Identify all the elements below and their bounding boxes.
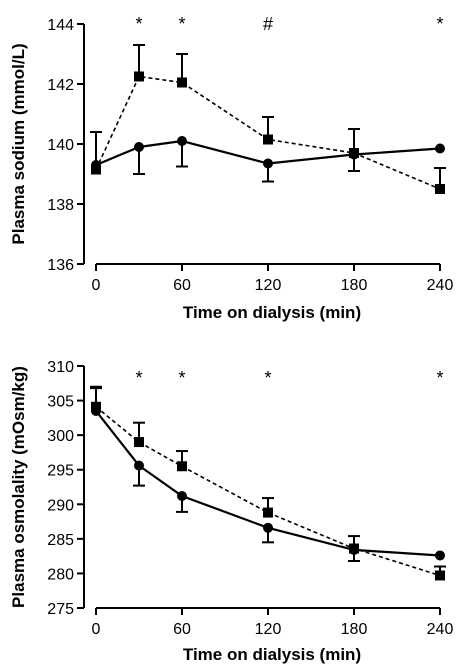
data-point-square — [91, 401, 101, 412]
x-tick-label: 120 — [255, 277, 282, 294]
x-axis-title: Time on dialysis (min) — [183, 303, 361, 322]
x-tick-label: 240 — [427, 621, 454, 638]
x-axis-title: Time on dialysis (min) — [183, 645, 361, 664]
y-tick-label: 275 — [47, 601, 74, 618]
data-point-circle — [134, 142, 144, 152]
y-tick-label: 144 — [47, 17, 74, 34]
data-point-square — [263, 134, 273, 145]
chart-panel-2: 275 280 285 290 295 300 305 310 0 60 120 180 240 Time… — [9, 359, 453, 664]
data-point-circle — [177, 136, 187, 146]
significance-marker: # — [263, 14, 273, 34]
y-tick-label: 290 — [47, 497, 74, 514]
data-point-circle — [435, 143, 445, 154]
series-square — [90, 385, 446, 581]
significance-marker: * — [135, 368, 142, 388]
y-tick-label: 300 — [47, 428, 74, 445]
y-tick-label: 280 — [47, 566, 74, 583]
data-point-square — [91, 164, 101, 175]
series-line-circle — [95, 410, 441, 557]
x-tick-label: 180 — [341, 277, 368, 294]
data-point-square — [177, 77, 187, 88]
data-point-circle — [134, 460, 144, 471]
x-tick-label: 180 — [341, 621, 368, 638]
y-tick-label: 136 — [47, 257, 74, 274]
y-tick-label: 142 — [47, 77, 74, 94]
series-line-square — [95, 406, 441, 577]
data-point-square — [349, 148, 359, 158]
x-tick-label: 240 — [427, 277, 454, 294]
x-tick-label: 60 — [173, 621, 191, 638]
data-point-circle — [177, 490, 187, 501]
y-axis-title: Plasma sodium (mmol/L) — [9, 43, 28, 244]
data-point-square — [177, 461, 187, 472]
significance-marker: * — [264, 368, 271, 388]
x-tick-label: 60 — [173, 277, 191, 294]
y-tick-label: 138 — [47, 197, 74, 214]
data-point-square — [435, 570, 445, 581]
chart-panel-1: 136 138 140 142 144 0 60 120 180 240 Time on dialy… — [9, 14, 453, 322]
data-point-circle — [263, 158, 273, 169]
data-point-square — [134, 71, 144, 82]
significance-marker: * — [436, 14, 443, 34]
significance-marker: * — [178, 368, 185, 388]
series-square — [90, 44, 446, 194]
data-point-square — [263, 507, 273, 518]
y-tick-label: 295 — [47, 463, 74, 480]
data-point-circle — [263, 522, 273, 533]
data-point-square — [435, 184, 445, 194]
significance-marker: * — [436, 368, 443, 388]
y-tick-label: 285 — [47, 532, 74, 549]
series-circle — [90, 387, 445, 562]
data-point-square — [134, 437, 144, 448]
significance-marker: * — [178, 14, 185, 34]
series-line-circle — [95, 139, 441, 167]
x-tick-label: 0 — [92, 277, 101, 294]
significance-marker: * — [135, 14, 142, 34]
data-point-circle — [435, 550, 445, 561]
y-tick-label: 310 — [47, 359, 74, 376]
y-axis-title: Plasma osmolality (mOsm/kg) — [9, 366, 28, 608]
y-tick-label: 305 — [47, 394, 74, 411]
data-point-square — [349, 543, 359, 554]
x-tick-label: 120 — [255, 621, 282, 638]
series-line-square — [95, 75, 441, 190]
y-tick-label: 140 — [47, 137, 74, 154]
x-tick-label: 0 — [92, 621, 101, 638]
